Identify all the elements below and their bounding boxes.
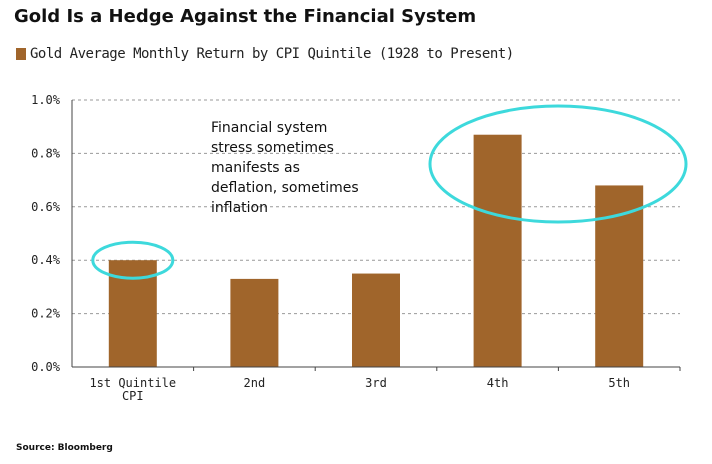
annotation-text: inflation (211, 200, 268, 216)
legend: Gold Average Monthly Return by CPI Quint… (16, 46, 514, 62)
y-tick-label: 0.8% (31, 146, 61, 160)
chart-title: Gold Is a Hedge Against the Financial Sy… (14, 6, 477, 27)
x-tick-label: 5th (608, 376, 630, 390)
x-tick-label: 2nd (244, 376, 266, 390)
x-tick-label: CPI (122, 389, 144, 403)
highlight-ellipse-4th-5th (428, 104, 688, 224)
y-tick-label: 0.2% (31, 307, 61, 321)
annotation-text: stress sometimes (211, 140, 334, 156)
y-tick-label: 0.4% (31, 253, 61, 267)
y-tick-label: 1.0% (31, 93, 61, 107)
bar (352, 273, 400, 367)
legend-swatch (16, 48, 26, 60)
source-note: Source: Bloomberg (16, 443, 113, 453)
highlight-ellipse-1st (91, 240, 175, 280)
x-tick-label: 3rd (365, 376, 387, 390)
annotation-text: manifests as (211, 160, 300, 176)
bar (230, 278, 279, 367)
bar (473, 134, 522, 367)
legend-label: Gold Average Monthly Return by CPI Quint… (30, 46, 514, 62)
x-tick-label: 4th (487, 376, 509, 390)
annotation-text: Financial system (211, 120, 327, 136)
annotation-text: deflation, sometimes (211, 180, 359, 196)
x-tick-label: 1st Quintile (89, 376, 176, 390)
bar (595, 185, 644, 367)
y-tick-label: 0.0% (31, 360, 61, 374)
y-tick-label: 0.6% (31, 200, 61, 214)
